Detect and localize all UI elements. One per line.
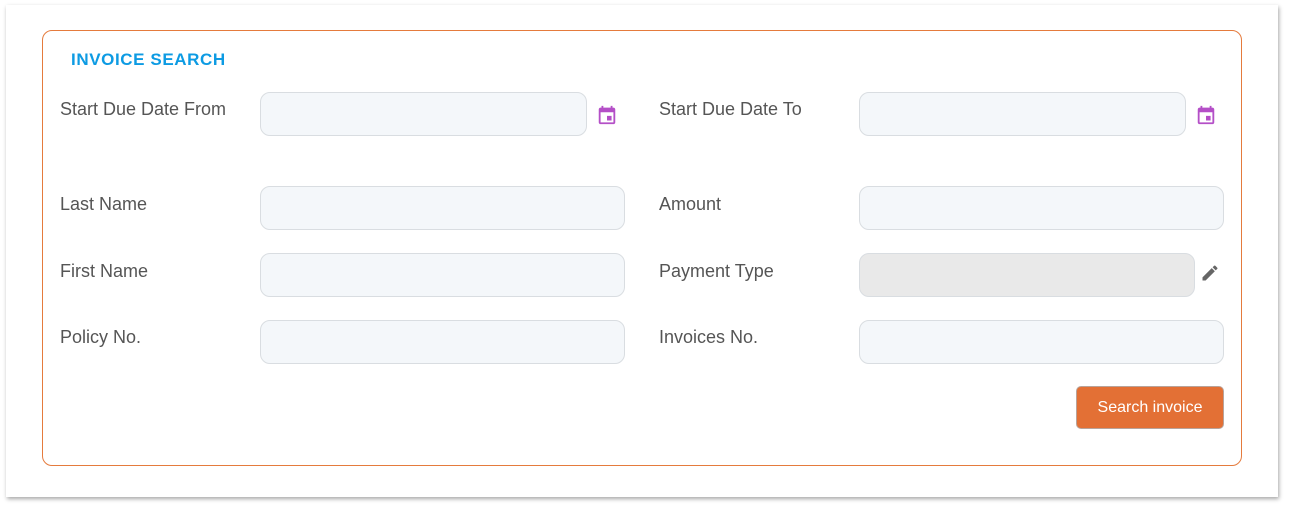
amount-input[interactable] bbox=[859, 186, 1224, 230]
calendar-icon[interactable] bbox=[1195, 104, 1217, 126]
start-due-date-from-input[interactable] bbox=[260, 92, 587, 136]
amount-label: Amount bbox=[659, 194, 722, 214]
calendar-icon[interactable] bbox=[596, 104, 618, 126]
first-name-input[interactable] bbox=[260, 253, 625, 297]
payment-type-input[interactable] bbox=[859, 253, 1195, 297]
start-due-date-from-label: Start Due Date From bbox=[60, 99, 227, 119]
invoices-no-label: Invoices No. bbox=[659, 327, 759, 347]
last-name-label: Last Name bbox=[60, 194, 148, 214]
panel-title: INVOICE SEARCH bbox=[71, 50, 226, 69]
invoices-no-input[interactable] bbox=[859, 320, 1224, 364]
pencil-icon[interactable] bbox=[1200, 263, 1220, 283]
invoice-search-panel bbox=[42, 30, 1242, 466]
policy-no-input[interactable] bbox=[260, 320, 625, 364]
start-due-date-to-label: Start Due Date To bbox=[659, 99, 802, 119]
payment-type-label: Payment Type bbox=[659, 261, 774, 281]
first-name-label: First Name bbox=[60, 261, 149, 281]
policy-no-label: Policy No. bbox=[60, 327, 142, 347]
last-name-input[interactable] bbox=[260, 186, 625, 230]
search-invoice-button[interactable]: Search invoice bbox=[1076, 386, 1224, 429]
invoice-search-card bbox=[6, 5, 1278, 497]
start-due-date-to-input[interactable] bbox=[859, 92, 1186, 136]
